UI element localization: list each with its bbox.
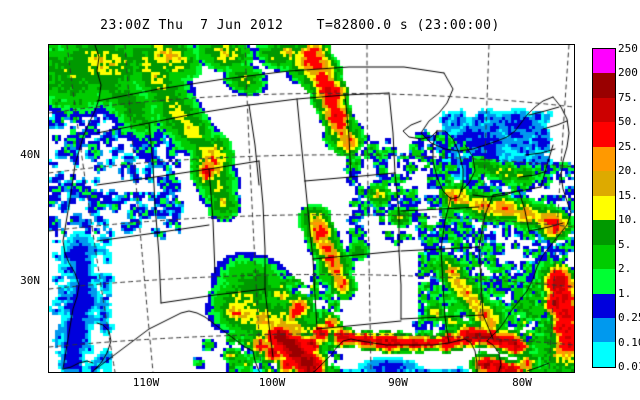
colorbar-band-4 xyxy=(593,146,615,172)
colorbar-band-12 xyxy=(593,342,615,367)
colorbar-tick-12: 0.10 xyxy=(618,335,640,349)
colorbar-tick-0: 250. xyxy=(618,42,640,55)
colorbar-tick-8: 5. xyxy=(618,237,632,251)
colorbar-tick-3: 50. xyxy=(618,115,638,129)
colorbar-tick-13: 0.01 xyxy=(618,360,640,373)
colorbar-band-9 xyxy=(593,269,615,294)
x-axis-label-90w: 90W xyxy=(388,376,408,389)
colorbar-tick-2: 75. xyxy=(618,90,638,104)
colorbar-band-6 xyxy=(593,195,615,221)
colorbar-band-1 xyxy=(593,73,615,98)
colorbar-tick-9: 2. xyxy=(618,262,632,276)
colorbar-tick-10: 1. xyxy=(618,286,632,300)
colorbar-tick-labels: 250. 200. 75. 50. 25. 20. 15. 10. 5. 2. 1. 0.25 0.10… xyxy=(618,40,640,376)
colorbar-tick-4: 25. xyxy=(618,139,638,153)
colorbar-band-11 xyxy=(593,317,615,343)
colorbar-band-7 xyxy=(593,220,615,245)
colorbar[interactable] xyxy=(592,48,616,368)
colorbar-tick-5: 20. xyxy=(618,164,638,178)
y-axis-label-30n: 30N xyxy=(20,274,40,287)
colorbar-tick-7: 10. xyxy=(618,213,638,227)
colorbar-band-2 xyxy=(593,97,615,123)
colorbar-band-8 xyxy=(593,244,615,270)
precipitation-map-canvas[interactable] xyxy=(49,45,574,372)
y-axis-label-40n: 40N xyxy=(20,148,40,161)
x-axis-label-80w: 80W xyxy=(512,376,532,389)
colorbar-tick-1: 200. xyxy=(618,66,640,80)
colorbar-band-10 xyxy=(593,293,615,318)
x-axis-label-110w: 110W xyxy=(132,376,160,389)
x-axis-label-100w: 100W xyxy=(258,376,286,389)
colorbar-tick-11: 0.25 xyxy=(618,311,640,325)
colorbar-band-0 xyxy=(593,49,615,74)
colorbar-tick-6: 15. xyxy=(618,188,638,202)
colorbar-band-5 xyxy=(593,171,615,196)
map-frame[interactable] xyxy=(48,44,575,373)
page-title: 23:00Z Thu 7 Jun 2012 T=82800.0 s (23:00… xyxy=(100,18,500,33)
colorbar-band-3 xyxy=(593,122,615,147)
